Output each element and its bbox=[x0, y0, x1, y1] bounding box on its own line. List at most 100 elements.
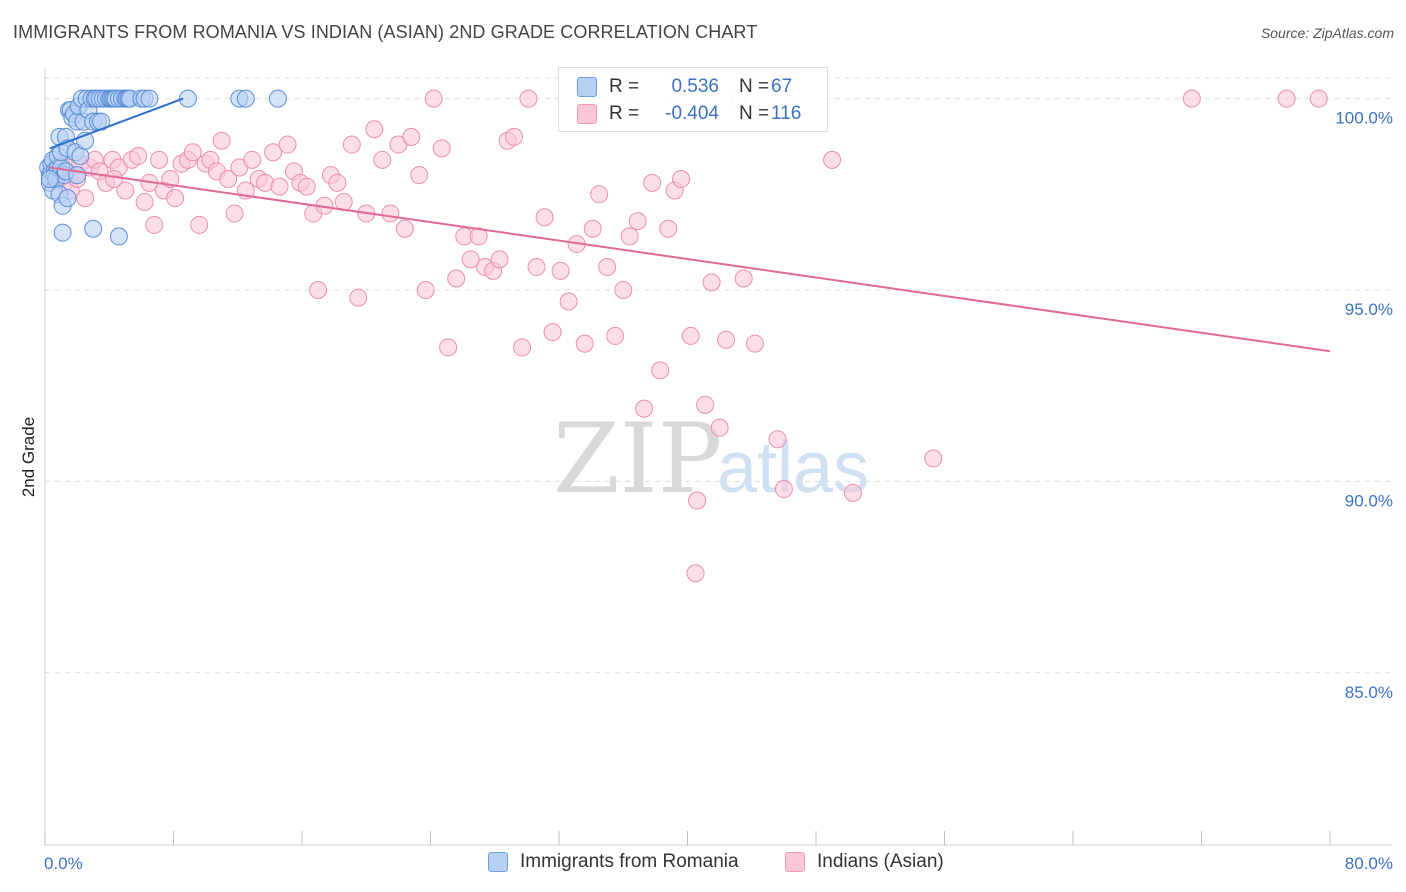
y-tick-label: 90.0% bbox=[1345, 491, 1393, 510]
data-point-indians bbox=[447, 269, 466, 288]
data-point-indians bbox=[745, 334, 764, 353]
source-label: Source: ZipAtlas.com bbox=[1260, 25, 1394, 41]
data-point-indians bbox=[1309, 89, 1328, 108]
data-point-indians bbox=[659, 219, 678, 238]
data-point-indians bbox=[686, 564, 705, 583]
data-point-indians bbox=[696, 395, 715, 414]
x-tick-label: 0.0% bbox=[44, 854, 83, 873]
data-point-indians bbox=[606, 326, 625, 345]
data-point-romania bbox=[84, 219, 103, 238]
legend-n-label: N = bbox=[739, 76, 770, 97]
series-indians-asian bbox=[42, 89, 1328, 583]
data-point-indians bbox=[183, 143, 202, 162]
data-point-romania bbox=[40, 170, 59, 188]
data-point-indians bbox=[620, 227, 639, 246]
data-point-indians bbox=[219, 170, 238, 188]
trend-line-indians bbox=[49, 166, 1331, 353]
legend-row-indians: R = -0.404 N = 116 bbox=[577, 101, 801, 127]
data-point-indians bbox=[105, 170, 124, 188]
legend-r-value: 0.536 bbox=[671, 76, 719, 97]
data-point-indians bbox=[116, 181, 135, 200]
data-point-indians bbox=[270, 177, 289, 196]
data-point-indians bbox=[710, 418, 729, 437]
trend-line-romania bbox=[49, 97, 184, 150]
data-point-indians bbox=[688, 491, 707, 510]
data-point-indians bbox=[527, 258, 546, 277]
data-point-indians bbox=[278, 135, 297, 154]
data-point-indians bbox=[590, 185, 609, 204]
data-point-indians bbox=[402, 127, 421, 146]
data-point-indians bbox=[225, 204, 244, 223]
data-point-romania bbox=[236, 89, 255, 108]
data-point-indians bbox=[519, 89, 538, 108]
data-point-romania bbox=[58, 189, 77, 208]
data-point-indians bbox=[145, 215, 164, 234]
data-point-indians bbox=[643, 173, 662, 192]
data-point-romania bbox=[109, 227, 128, 246]
series-immigrants-romania bbox=[39, 89, 287, 246]
data-point-indians bbox=[243, 150, 262, 169]
data-point-indians bbox=[551, 261, 570, 280]
x-tick-label: 80.0% bbox=[1345, 854, 1393, 873]
watermark-atlas: atlas bbox=[717, 428, 869, 508]
data-point-indians bbox=[583, 219, 602, 238]
legend-r-label: R = bbox=[609, 103, 640, 124]
data-point-indians bbox=[365, 120, 384, 139]
data-point-romania bbox=[71, 147, 90, 166]
data-point-indians bbox=[843, 483, 862, 502]
data-point-indians bbox=[774, 480, 793, 499]
data-point-indians bbox=[734, 269, 753, 288]
data-point-indians bbox=[76, 189, 95, 208]
data-point-indians bbox=[823, 150, 842, 169]
data-point-indians bbox=[702, 273, 721, 292]
data-point-indians bbox=[1182, 89, 1201, 108]
data-point-indians bbox=[129, 147, 148, 166]
y-tick-label: 95.0% bbox=[1345, 300, 1393, 319]
data-point-romania bbox=[178, 89, 197, 108]
watermark: ZIP atlas bbox=[553, 403, 869, 515]
data-point-indians bbox=[651, 361, 670, 380]
data-point-romania bbox=[268, 89, 287, 108]
data-point-indians bbox=[543, 323, 562, 342]
data-point-indians bbox=[264, 143, 283, 162]
data-point-romania bbox=[140, 89, 159, 108]
data-point-indians bbox=[410, 166, 429, 185]
data-point-indians bbox=[349, 288, 368, 307]
data-point-romania bbox=[53, 223, 72, 242]
legend-r-value: -0.404 bbox=[665, 103, 719, 124]
data-point-indians bbox=[416, 281, 435, 299]
axes bbox=[44, 68, 1392, 846]
trend-lines bbox=[49, 97, 1331, 353]
legend-row-romania: R = 0.536 N = 67 bbox=[577, 74, 792, 100]
data-point-indians bbox=[575, 334, 594, 353]
legend-swatch-blue bbox=[577, 77, 597, 97]
data-point-indians bbox=[717, 330, 736, 349]
data-point-indians bbox=[1277, 89, 1296, 108]
data-point-indians bbox=[395, 219, 414, 238]
data-point-indians bbox=[212, 131, 231, 150]
data-point-indians bbox=[559, 292, 578, 311]
data-point-romania bbox=[68, 166, 87, 185]
data-point-indians bbox=[439, 338, 458, 357]
data-point-indians bbox=[598, 258, 617, 277]
chart-title: IMMIGRANTS FROM ROMANIA VS INDIAN (ASIAN… bbox=[13, 22, 758, 42]
legend-r-label: R = bbox=[609, 76, 640, 97]
tick-labels: 85.0% 90.0% 95.0% 100.0% 0.0% 80.0% bbox=[44, 109, 1393, 873]
data-point-indians bbox=[924, 449, 943, 468]
legend-swatch-pink bbox=[577, 104, 597, 124]
y-tick-label: 85.0% bbox=[1345, 683, 1393, 702]
data-point-indians bbox=[461, 250, 480, 269]
legend-label-romania: Immigrants from Romania bbox=[520, 851, 739, 872]
correlation-legend: R = 0.536 N = 67 R = -0.404 N = 116 bbox=[558, 67, 828, 132]
data-point-indians bbox=[166, 189, 185, 208]
data-point-indians bbox=[424, 89, 443, 108]
legend-item-romania[interactable]: Immigrants from Romania bbox=[488, 851, 739, 873]
data-point-indians bbox=[768, 430, 787, 449]
data-point-indians bbox=[309, 281, 328, 299]
data-point-indians bbox=[628, 212, 647, 231]
data-point-indians bbox=[469, 227, 488, 246]
legend-item-indians[interactable]: Indians (Asian) bbox=[785, 851, 944, 873]
data-point-indians bbox=[490, 250, 509, 269]
data-point-indians bbox=[535, 208, 554, 227]
